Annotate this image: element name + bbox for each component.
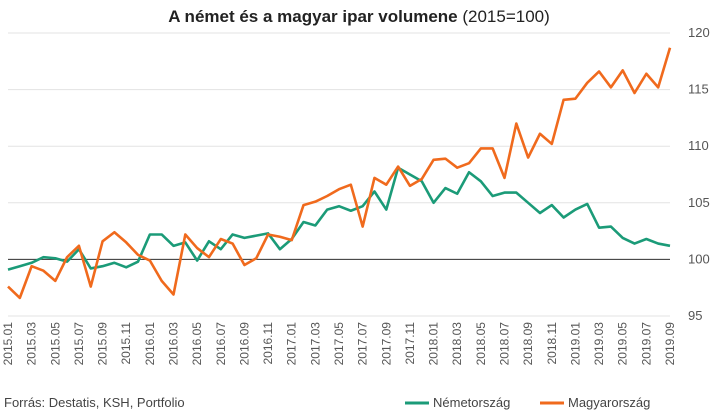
x-tick-label: 2019.03 <box>592 322 606 366</box>
x-tick-label: 2015.01 <box>1 322 15 366</box>
x-tick-label: 2019.09 <box>663 322 677 366</box>
x-tick-label: 2016.07 <box>214 322 228 366</box>
x-tick-label: 2018.05 <box>474 322 488 366</box>
y-tick-label: 110 <box>688 138 709 153</box>
x-tick-label: 2018.01 <box>427 322 441 366</box>
y-tick-label: 95 <box>688 308 702 323</box>
series-line <box>7 47 672 300</box>
x-tick-label: 2016.03 <box>167 322 181 366</box>
y-tick-label: 100 <box>688 251 710 266</box>
x-tick-label: 2017.09 <box>379 322 393 366</box>
chart-title: A német és a magyar ipar volumene (2015=… <box>168 7 550 26</box>
title-suffix: (2015=100) <box>462 7 549 26</box>
x-tick-label: 2018.07 <box>498 322 512 366</box>
title-main: A német és a magyar ipar volumene <box>168 7 457 26</box>
x-tick-label: 2015.07 <box>72 322 86 366</box>
x-tick-label: 2015.05 <box>48 322 62 366</box>
x-tick-label: 2017.03 <box>308 322 322 366</box>
x-tick-label: 2017.11 <box>403 322 417 365</box>
x-tick-label: 2016.05 <box>190 322 204 366</box>
x-tick-label: 2018.09 <box>521 322 535 366</box>
legend-label: Németország <box>433 395 510 410</box>
x-tick-label: 2018.11 <box>545 322 559 365</box>
x-tick-label: 2017.01 <box>285 322 299 366</box>
y-tick-label: 120 <box>688 25 710 40</box>
legend-label: Magyarország <box>568 395 650 410</box>
x-tick-label: 2015.09 <box>96 322 110 366</box>
x-tick-label: 2016.01 <box>143 322 157 366</box>
x-tick-label: 2016.11 <box>261 322 275 365</box>
y-tick-label: 115 <box>688 82 709 97</box>
y-tick-label: 105 <box>688 195 710 210</box>
x-tick-label: 2015.11 <box>119 322 133 365</box>
x-tick-label: 2017.07 <box>356 322 370 366</box>
source: Forrás: Destatis, KSH, Portfolio <box>4 395 185 410</box>
series-line <box>7 166 671 271</box>
x-tick-label: 2015.03 <box>25 322 39 366</box>
x-tick-label: 2019.01 <box>568 322 582 366</box>
x-tick-label: 2016.09 <box>237 322 251 366</box>
x-tick-label: 2019.07 <box>639 322 653 366</box>
x-tick-label: 2017.05 <box>332 322 346 366</box>
x-tick-label: 2018.03 <box>450 322 464 366</box>
x-tick-label: 2019.05 <box>616 322 630 366</box>
